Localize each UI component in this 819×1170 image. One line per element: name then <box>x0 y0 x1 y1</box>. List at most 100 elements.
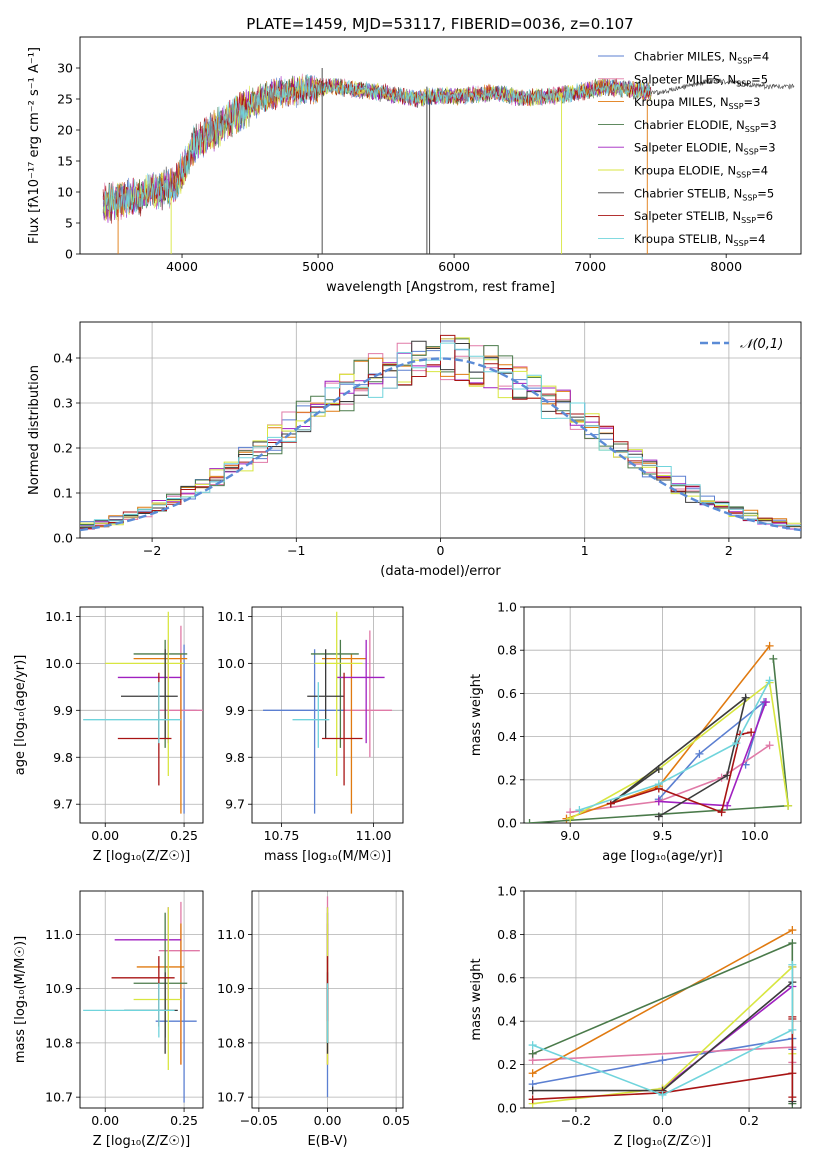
y-tick-label: 10.1 <box>45 609 73 624</box>
weight-marker-cstelib <box>528 1086 537 1095</box>
y-axis-label: Flux [fλ10⁻¹⁷ erg cm⁻² s⁻¹ A⁻¹] <box>27 47 42 244</box>
weight-marker-selodie <box>761 698 770 707</box>
y-tick-label: 0.4 <box>497 1014 517 1029</box>
legend-sub: SSP <box>729 102 744 111</box>
legend-value: =3 <box>744 95 761 109</box>
x-axis-label: E(B-V) <box>307 1134 347 1149</box>
weight-marker-kelodie <box>784 801 793 810</box>
legend-value: =4 <box>749 232 766 246</box>
y-tick-label: 0.0 <box>497 1101 517 1116</box>
axes-frame <box>79 36 802 255</box>
weight-marker-cstelib <box>654 812 663 821</box>
x-tick-label: 0.00 <box>91 828 119 843</box>
weight-marker-kstelib <box>528 1041 537 1050</box>
y-tick-label: 15 <box>57 154 73 169</box>
spectrum-plot <box>102 68 795 254</box>
y-tick-label: 0.6 <box>497 686 517 701</box>
axes-frame <box>79 890 204 1109</box>
weight-marker-kstelib <box>654 780 663 789</box>
y-tick-label: 0 <box>65 247 73 262</box>
legend-label: Salpeter MILES, NSSP=5 <box>634 72 768 88</box>
x-tick-label: 0.25 <box>170 828 198 843</box>
weight-line-kmiles <box>566 645 771 820</box>
legend-value: =3 <box>759 141 776 155</box>
y-tick-label: 10 <box>57 185 73 200</box>
legend-label: Chabrier ELODIE, NSSP=3 <box>634 118 777 134</box>
legend-sub: SSP <box>736 171 751 180</box>
weight-line-kstelib <box>579 680 771 811</box>
y-tick-label: 9.7 <box>225 797 245 812</box>
weight-line-kmiles <box>532 929 793 1075</box>
y-axis-label: age [log₁₀(age/yr)] <box>13 655 28 776</box>
y-tick-label: 0.0 <box>497 816 517 831</box>
legend-label: Salpeter STELIB, NSSP=6 <box>634 209 773 225</box>
x-tick-label: 2 <box>725 543 733 558</box>
y-tick-label: 10.8 <box>45 1035 73 1050</box>
weight-marker-cstelib <box>741 693 750 702</box>
y-tick-label: 11.0 <box>217 927 245 942</box>
normal-curve <box>80 357 801 532</box>
legend-sub: SSP <box>737 57 752 66</box>
legend-label: Chabrier MILES, NSSP=4 <box>634 50 769 66</box>
x-axis-label: wavelength [Angstrom, rest frame] <box>326 280 555 295</box>
weight_vs_Z-plot <box>528 926 797 1108</box>
weight-line-kelodie <box>569 681 789 820</box>
legend-sub: SSP <box>744 148 759 157</box>
weight-marker-smiles <box>765 741 774 750</box>
y-tick-label: 10.0 <box>217 656 245 671</box>
x-tick-label: 0.00 <box>314 1113 342 1128</box>
y-tick-label: 10.8 <box>217 1035 245 1050</box>
x-tick-label: 0 <box>437 543 445 558</box>
x-tick-label: 0.0 <box>653 1113 673 1128</box>
x-axis-label: (data-model)/error <box>380 564 501 579</box>
weight-marker-selodie <box>654 797 663 806</box>
legend-sub: SSP <box>736 79 751 88</box>
y-axis-label: Normed distribution <box>27 365 42 495</box>
y-tick-label: 0.8 <box>497 643 517 658</box>
weight-marker-kstelib <box>788 1025 797 1034</box>
x-tick-label: 0.05 <box>382 1113 410 1128</box>
mass_vs_ebv-panel: −0.05 0.00 0.05 10.7 10.8 10.9 11.0 E(B-V) <box>217 890 410 1149</box>
y-tick-label: 10.9 <box>217 981 245 996</box>
spectrum-panel: 4000 5000 6000 7000 8000 0 5 10 15 20 25 30 waveleng… <box>27 36 802 295</box>
x-tick-label: 5000 <box>302 259 334 274</box>
spectrum-legend: Chabrier MILES, NSSP=4 Salpeter MILES, NS… <box>598 50 777 248</box>
weight-marker-cmiles <box>658 1056 667 1065</box>
legend-value: =6 <box>756 209 773 223</box>
weight-marker-kstelib <box>765 676 774 685</box>
weight-marker-celodie <box>769 654 778 663</box>
y-tick-label: 5 <box>65 216 73 231</box>
age_vs_mass-plot <box>263 611 392 814</box>
axes-frame <box>79 606 204 824</box>
spectrum-line-kstelib <box>102 73 652 219</box>
y-tick-label: 10.1 <box>217 609 245 624</box>
x-axis-label: mass [log₁₀(M/M☉)] <box>264 849 391 864</box>
x-tick-label: 0.2 <box>739 1113 759 1128</box>
weight-marker-kstelib <box>732 739 741 748</box>
mass_vs_Z-plot <box>83 901 200 1103</box>
figure-title: PLATE=1459, MJD=53117, FIBERID=0036, z=0… <box>246 15 633 33</box>
x-tick-label: 6000 <box>438 259 470 274</box>
y-axis-label: mass weight <box>469 674 484 756</box>
legend-label: 𝒩(0,1) <box>740 337 783 352</box>
x-tick-label: 1 <box>581 543 589 558</box>
y-tick-label: 0.0 <box>53 531 73 546</box>
x-tick-label: −0.2 <box>561 1113 591 1128</box>
y-tick-label: 9.8 <box>225 750 245 765</box>
y-tick-label: 25 <box>57 92 73 107</box>
legend-label: Salpeter ELODIE, NSSP=3 <box>634 141 776 157</box>
x-tick-label: 7000 <box>574 259 606 274</box>
legend-sub: SSP <box>742 193 757 202</box>
weight-marker-cstelib <box>654 765 663 773</box>
x-tick-label: 9.5 <box>653 828 673 843</box>
legend-sub: SSP <box>745 125 760 134</box>
x-axis-label: Z [log₁₀(Z/Z☉)] <box>93 1134 190 1149</box>
x-tick-label: −2 <box>143 543 161 558</box>
weight-marker-kstelib <box>788 960 797 969</box>
weight-marker-celodie <box>528 1049 537 1058</box>
legend-value: =5 <box>751 72 768 86</box>
y-tick-label: 0.4 <box>53 351 73 366</box>
weight-marker-sstelib <box>747 728 756 737</box>
legend-sub: SSP <box>734 239 749 248</box>
